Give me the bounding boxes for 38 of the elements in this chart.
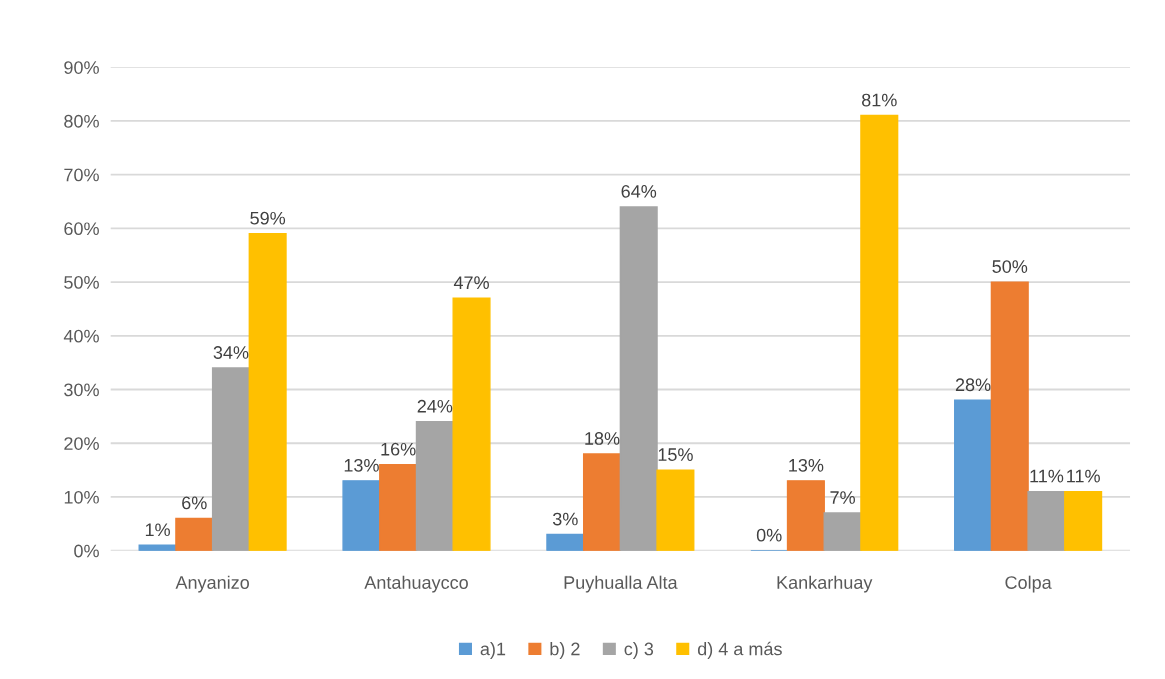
data-label: 81% <box>862 93 897 107</box>
y-tick-label: 50% <box>64 276 99 289</box>
legend-label: b) 2 <box>550 642 580 659</box>
y-tick-label: 0% <box>74 544 99 558</box>
data-label: 13% <box>344 458 379 472</box>
y-tick-label: 40% <box>63 329 99 343</box>
data-label: 0% <box>756 528 782 542</box>
data-label: 64% <box>621 184 657 198</box>
y-tick-label: 20% <box>64 437 99 450</box>
y-tick-label: 30% <box>64 383 99 397</box>
data-label: 7% <box>830 491 855 504</box>
data-label: 6% <box>182 496 207 510</box>
x-tick-label: Kankarhuay <box>777 575 873 593</box>
y-tick-label: 70% <box>64 168 99 182</box>
data-label: 34% <box>213 346 249 359</box>
data-label: 3% <box>552 512 578 526</box>
data-label: 11% <box>1030 469 1064 483</box>
x-tick-label: Anyanizo <box>175 575 249 593</box>
y-tick-label: 90% <box>64 61 99 74</box>
y-tick-label: 80% <box>64 114 99 128</box>
data-label: 47% <box>453 276 489 290</box>
data-label: 18% <box>585 432 620 445</box>
legend-label: a)1 <box>480 642 506 659</box>
data-label: 11% <box>1067 469 1100 483</box>
x-tick-label: Puyhualla Alta <box>564 575 678 593</box>
data-label: 15% <box>658 448 693 461</box>
legend-label: c) 3 <box>624 642 654 659</box>
data-label: 59% <box>250 211 286 225</box>
data-label: 13% <box>789 458 824 472</box>
y-tick-label: 10% <box>64 490 99 504</box>
data-label: 1% <box>145 523 170 537</box>
x-tick-label: Colpa <box>1005 575 1052 593</box>
data-label: 28% <box>955 378 991 392</box>
y-tick-label: 60% <box>64 222 99 236</box>
legend-label: d) 4 a más <box>697 641 782 659</box>
data-label: 16% <box>381 442 416 456</box>
data-label: 50% <box>992 260 1028 273</box>
x-tick-label: Antahuaycco <box>364 575 468 593</box>
